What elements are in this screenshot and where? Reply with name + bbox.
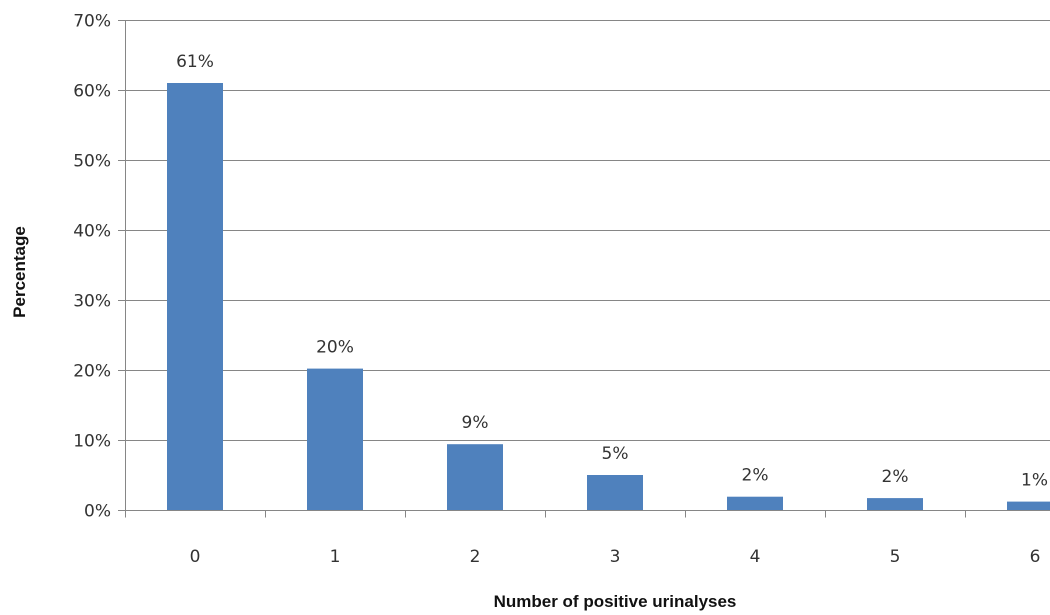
y-tick-label: 0%: [84, 502, 111, 522]
y-tick-label: 50%: [73, 152, 111, 172]
bar-data-label: 9%: [462, 413, 489, 433]
bars: [167, 83, 1050, 510]
bar: [1007, 501, 1050, 510]
x-axis-title: Number of positive urinalyses: [494, 592, 737, 611]
x-tick-label: 5: [890, 547, 901, 567]
bar: [867, 498, 923, 510]
bar-data-label: 1%: [1021, 471, 1048, 491]
y-tick-label: 40%: [73, 222, 111, 242]
bar: [167, 83, 223, 510]
bar: [447, 444, 503, 510]
bar-data-label: 2%: [742, 466, 769, 486]
bar: [307, 368, 363, 510]
data-labels: 61% 20% 9% 5% 2% 2% 1%: [176, 52, 1048, 491]
bar: [727, 496, 783, 510]
axes: [118, 20, 1050, 518]
bar-data-label: 5%: [602, 444, 629, 464]
x-tick-label: 4: [750, 547, 761, 567]
bar-data-label: 61%: [176, 52, 214, 72]
x-tick-label: 2: [470, 547, 481, 567]
y-tick-label: 30%: [73, 292, 111, 312]
x-tick-label: 0: [190, 547, 201, 567]
y-tick-label: 70%: [73, 12, 111, 32]
gridlines: [125, 20, 1050, 441]
y-tick-label: 60%: [73, 82, 111, 102]
bar-data-label: 2%: [882, 467, 909, 487]
x-tick-label: 3: [610, 547, 621, 567]
x-tick-labels: 0 1 2 3 4 5 6: [190, 547, 1041, 567]
x-tick-label: 6: [1030, 547, 1041, 567]
x-tick-label: 1: [330, 547, 341, 567]
y-axis-title: Percentage: [10, 226, 29, 318]
bar: [587, 475, 643, 510]
y-tick-labels: 0% 10% 20% 30% 40% 50% 60% 70%: [73, 12, 111, 522]
y-tick-label: 20%: [73, 362, 111, 382]
bar-data-label: 20%: [316, 338, 354, 358]
y-tick-label: 10%: [73, 432, 111, 452]
